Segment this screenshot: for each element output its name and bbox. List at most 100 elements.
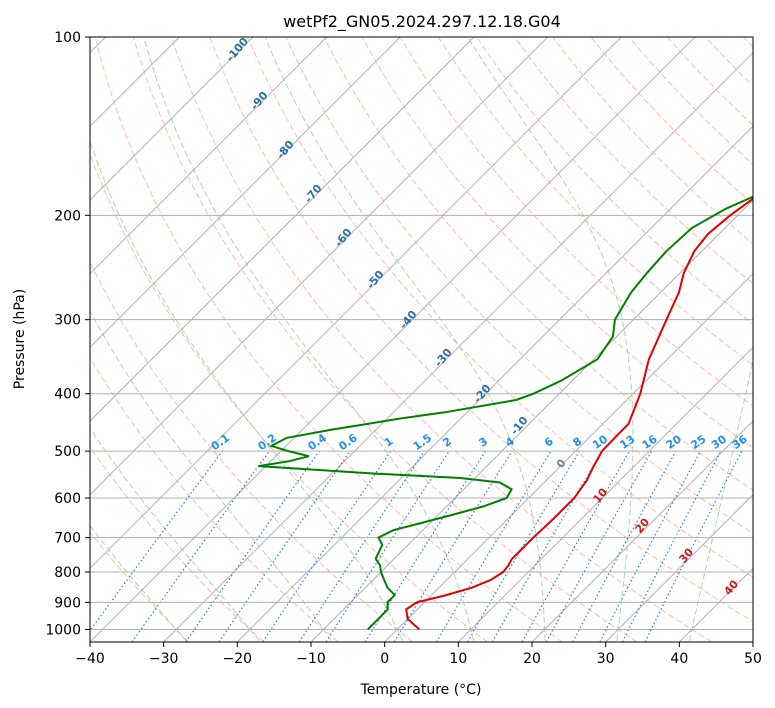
- y-ticks: 1000 900 800 700 600 500 400 300 200 100: [45, 30, 90, 638]
- background-lines: [90, 37, 775, 642]
- moist-adiabat-label: 10: [590, 485, 610, 505]
- isotherm-line: [310, 199, 753, 642]
- dry-adiabat-label: -70: [302, 182, 325, 206]
- mixing-ratio-label: 1.5: [411, 431, 434, 453]
- y-tick-label: 1000: [45, 622, 81, 638]
- dry-adiabat-label: -90: [248, 89, 271, 113]
- x-tick-label: 30: [597, 651, 615, 667]
- moist-adiabat-label: 40: [721, 577, 741, 597]
- mixing-ratio-label: 10: [590, 432, 610, 452]
- isotherm-line: [752, 641, 753, 642]
- dry-adiabat-label: -40: [397, 308, 420, 332]
- isotherm-line: [90, 37, 328, 275]
- dry-adiabat-line: [552, 37, 753, 245]
- dry-adiabat-label: -100: [223, 35, 251, 65]
- x-tick-label: 10: [449, 651, 467, 667]
- y-tick-label: 800: [54, 565, 81, 581]
- dry-adiabat-line: [514, 37, 753, 285]
- mixing-ratio-label: 16: [640, 432, 660, 452]
- dry-adiabat-line: [94, 37, 563, 642]
- isotherm-line: [90, 37, 622, 570]
- mixing-ratio-label: 8: [571, 435, 585, 450]
- mixing-ratio-line: [435, 450, 552, 642]
- mixing-ratio-line: [218, 450, 351, 642]
- y-tick-label: 700: [54, 531, 81, 547]
- isotherm-line: [90, 37, 475, 422]
- mixing-ratio-line: [298, 450, 425, 642]
- x-tick-label: −30: [149, 651, 179, 667]
- isotherm-line: [90, 37, 254, 201]
- dry-adiabat-line: [437, 37, 753, 366]
- profiles: [258, 195, 753, 631]
- x-tick-label: −20: [223, 651, 253, 667]
- dry-adiabat-line: [399, 37, 753, 407]
- mixing-ratio-line: [545, 450, 653, 642]
- mixing-ratio-line: [185, 450, 320, 642]
- mixing-ratio-line: [572, 450, 677, 642]
- mixing-ratio-label: 25: [689, 433, 709, 452]
- x-tick-label: 40: [670, 651, 688, 667]
- y-tick-label: 500: [54, 444, 81, 460]
- dry-adiabat-line: [132, 37, 638, 642]
- moist-adiabat-label: 30: [676, 545, 696, 565]
- x-tick-label: −10: [296, 651, 326, 667]
- dry-adiabat-line: [285, 37, 753, 535]
- y-tick-label: 400: [54, 387, 81, 403]
- moist-adiabat-label: 20: [632, 515, 652, 535]
- isotherm-line: [605, 493, 753, 642]
- x-ticks: −40 −30 −20 −10 0 10 20 30 40 50: [75, 642, 762, 667]
- moist-adiabat-line: [90, 309, 332, 642]
- isotherm-line: [384, 272, 753, 642]
- x-tick-label: 50: [744, 651, 762, 667]
- x-axis-label: Temperature (°C): [360, 682, 482, 698]
- mixing-ratio-line: [262, 450, 392, 642]
- y-tick-label: 300: [54, 313, 81, 329]
- mixing-ratio-label: 13: [617, 433, 637, 452]
- moist-adiabat-line: [762, 37, 775, 641]
- y-axis-label: Pressure (hPa): [12, 289, 28, 389]
- dry-adiabat-line: [743, 37, 753, 48]
- isotherm-line: [90, 37, 696, 642]
- dry-adiabat-line: [171, 37, 712, 642]
- isotherm-line: [678, 567, 753, 642]
- dry-adiabat-line: [704, 37, 753, 87]
- plot-frame: [89, 36, 754, 643]
- isotherm-line: [90, 37, 549, 496]
- dry-adiabat-label: -60: [332, 226, 355, 250]
- mixing-ratio-line: [393, 450, 513, 642]
- dry-adiabat-line: [90, 531, 190, 642]
- moist-adiabat-line: [143, 37, 475, 641]
- y-tick-label: 900: [54, 595, 81, 611]
- dry-adiabat-label: -80: [274, 138, 297, 162]
- moist-adiabat-line: [688, 357, 753, 641]
- y-tick-label: 600: [54, 491, 81, 507]
- x-tick-label: 0: [380, 651, 389, 667]
- temperature-profile-line: [405, 197, 753, 631]
- mixing-ratio-label: 36: [730, 432, 750, 452]
- dry-adiabat-line: [90, 446, 264, 642]
- isotherm-line: [163, 51, 753, 642]
- mixing-ratio-label: 30: [709, 432, 729, 452]
- pressure-gridlines: [90, 36, 753, 630]
- isotherm-line: [90, 37, 401, 349]
- chart-title: wetPf2_GN05.2024.297.12.18.G04: [283, 12, 561, 32]
- mixing-ratio-line: [90, 450, 223, 632]
- y-tick-label: 200: [54, 208, 81, 224]
- mixing-ratio-label: 20: [664, 432, 684, 452]
- x-tick-label: −40: [75, 651, 105, 667]
- isotherm-line: [457, 346, 753, 642]
- mixing-ratio-line: [325, 450, 450, 642]
- dry-adiabat-line: [247, 37, 753, 578]
- dry-adiabat-label: -20: [471, 382, 494, 406]
- mixing-ratio-label: 1: [382, 435, 396, 450]
- dry-adiabat-label: -50: [364, 268, 387, 292]
- dewpoint-profile-line: [258, 195, 753, 631]
- y-tick-label: 100: [54, 30, 81, 46]
- dry-adiabat-line: [209, 37, 753, 623]
- moist-adiabat-line: [264, 37, 546, 641]
- mixing-ratio-line: [644, 450, 743, 642]
- dry-adiabat-line: [90, 152, 488, 642]
- mixing-ratio-line: [521, 450, 631, 642]
- dry-adiabat-line: [90, 356, 339, 642]
